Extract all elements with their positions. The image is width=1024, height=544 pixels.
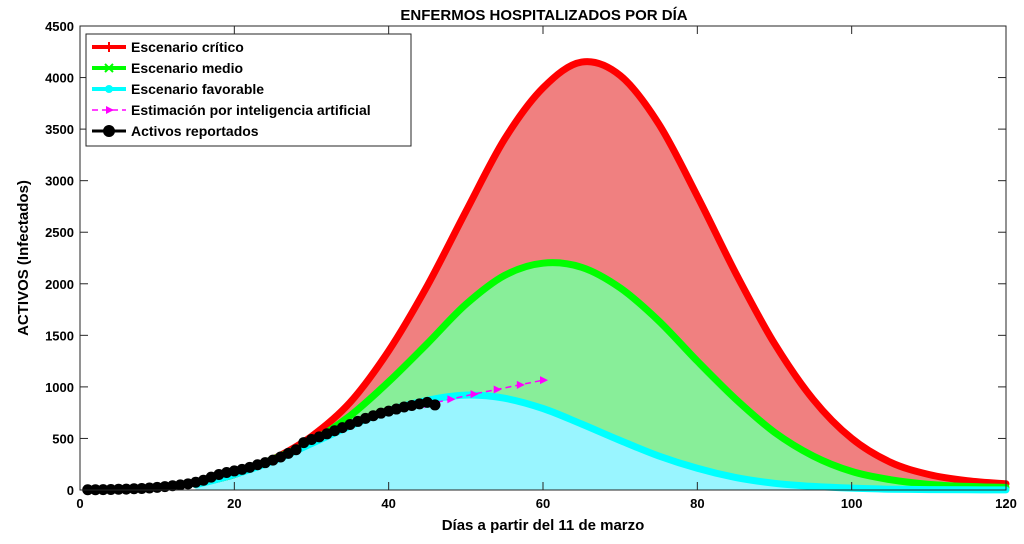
legend-marker xyxy=(105,85,113,93)
y-tick-label: 2000 xyxy=(45,277,74,292)
ai-estimate-point xyxy=(493,385,502,394)
reported-point xyxy=(128,483,140,495)
y-tick-label: 1500 xyxy=(45,328,74,343)
y-tick-label: 3500 xyxy=(45,122,74,137)
legend-entry-activos-reportados: Activos reportados xyxy=(131,123,259,139)
legend-entry-escenario-medio: Escenario medio xyxy=(131,60,243,76)
legend-marker xyxy=(104,42,114,52)
legend: Escenario crítico Escenario medio Escenari… xyxy=(85,33,412,147)
y-tick-label: 4500 xyxy=(45,19,74,34)
x-tick-label: 60 xyxy=(536,496,550,511)
x-tick-label: 40 xyxy=(381,496,395,511)
x-axis-ticks: 0 20 40 60 80 100 120 xyxy=(76,26,1017,511)
legend-marker xyxy=(106,106,114,114)
y-tick-label: 0 xyxy=(67,483,74,498)
ai-estimate-point xyxy=(470,390,479,399)
legend-marker xyxy=(104,63,114,73)
chart-title: ENFERMOS HOSPITALIZADOS POR DÍA xyxy=(400,7,687,24)
ai-estimate-point xyxy=(516,380,525,389)
x-tick-label: 20 xyxy=(227,496,241,511)
y-tick-label: 4000 xyxy=(45,71,74,86)
y-tick-label: 1000 xyxy=(45,380,74,395)
legend-marker xyxy=(103,125,115,137)
x-tick-label: 0 xyxy=(76,496,83,511)
legend-box xyxy=(85,33,412,147)
line-escenario-critico xyxy=(192,58,1010,488)
x-axis-label: Días a partir del 11 de marzo xyxy=(442,517,645,534)
area-fill-escenario-favorable xyxy=(195,395,1007,490)
y-tick-label: 500 xyxy=(52,431,74,446)
y-tick-label: 3000 xyxy=(45,174,74,189)
y-tick-label: 2500 xyxy=(45,225,74,240)
y-axis-label: ACTIVOS (Infectados) xyxy=(15,180,32,336)
reported-point xyxy=(120,483,132,495)
legend-entry-escenario-favorable: Escenario favorable xyxy=(131,81,264,97)
x-tick-label: 100 xyxy=(841,496,863,511)
reported-point xyxy=(429,399,441,411)
reported-point xyxy=(113,483,125,495)
ai-estimate-point xyxy=(540,376,548,385)
legend-entry-estimacion-por-inteligencia-artificial: Estimación por inteligencia artificial xyxy=(131,102,371,118)
x-tick-label: 120 xyxy=(995,496,1017,511)
reported-point xyxy=(105,483,117,495)
x-tick-label: 80 xyxy=(690,496,704,511)
legend-entry-escenario-critico: Escenario crítico xyxy=(131,39,244,55)
y-axis-ticks: 0 500 1000 1500 2000 2500 3000 3500 4000 4500 xyxy=(45,19,1006,498)
reported-point xyxy=(290,444,302,456)
ai-estimate-point xyxy=(447,395,456,404)
